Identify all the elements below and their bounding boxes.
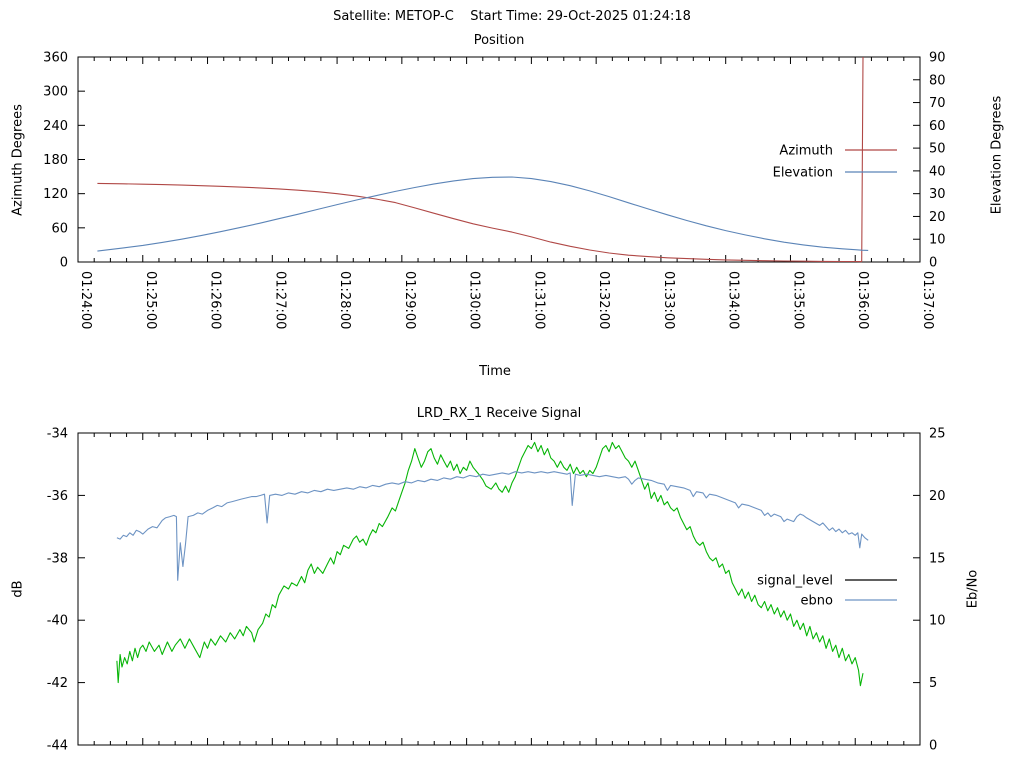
plot-border <box>77 432 921 746</box>
y2-tick-label: 50 <box>929 142 946 157</box>
y2-tick-label: 90 <box>929 51 946 66</box>
y2-tick-label: 70 <box>929 96 946 111</box>
x-tick-label: 01:30:00 <box>467 271 482 329</box>
y2-tick-label: 5 <box>929 676 937 691</box>
y2-tick-label: 40 <box>929 164 946 179</box>
y-tick-label: -42 <box>47 676 68 691</box>
signal-chart-title: LRD_RX_1 Receive Signal <box>416 406 582 421</box>
y2-tick-label: 20 <box>929 489 946 504</box>
legend-label: Azimuth <box>779 144 833 159</box>
y2-tick-label: 10 <box>929 614 946 629</box>
x-tick-label: 01:36:00 <box>855 271 870 329</box>
legend-label: signal_level <box>757 574 833 589</box>
azimuth-line <box>97 56 864 263</box>
y-tick-label: -38 <box>47 551 68 566</box>
y2-tick-label: 0 <box>929 256 937 271</box>
legend-label: Elevation <box>773 166 833 181</box>
y-tick-label: 240 <box>43 119 68 134</box>
y2-tick-label: 60 <box>929 119 946 134</box>
position-chart-title: Position <box>473 33 525 48</box>
position-chart: 0 60 120 180 240 300 360 0 10 20 30 40 50 60 70 80 90 01:… <box>43 51 945 330</box>
elevation-line <box>97 176 869 252</box>
x-tick-label: 01:27:00 <box>272 271 287 329</box>
x-tick-label: 01:33:00 <box>661 271 676 329</box>
y-tick-label: -44 <box>47 739 68 754</box>
y-tick-label: 0 <box>60 256 68 271</box>
x-tick-label: 01:25:00 <box>143 271 158 329</box>
x-tick-label: 01:35:00 <box>790 271 805 329</box>
y-tick-label: 300 <box>43 85 68 100</box>
y-tick-label: 180 <box>43 153 68 168</box>
y2-tick-label: 25 <box>929 427 946 442</box>
x-tick-label: 01:37:00 <box>920 271 935 329</box>
x-tick-label: 01:34:00 <box>726 271 741 329</box>
y-tick-label: 120 <box>43 187 68 202</box>
ebno-line <box>116 471 869 581</box>
x-tick-label: 01:32:00 <box>596 271 611 329</box>
x-tick-label: 01:26:00 <box>208 271 223 329</box>
y-tick-label: -34 <box>47 427 68 442</box>
y2-tick-label: 10 <box>929 233 946 248</box>
y2-tick-label: 0 <box>929 739 937 754</box>
y-tick-label: -36 <box>47 489 68 504</box>
y-tick-label: -40 <box>47 614 68 629</box>
y2-tick-label: 30 <box>929 187 946 202</box>
y2-tick-label: 80 <box>929 73 946 88</box>
legend-label: ebno <box>801 594 833 609</box>
plot-border <box>77 56 921 263</box>
x-tick-label: 01:24:00 <box>78 271 93 329</box>
y2-tick-label: 15 <box>929 551 946 566</box>
y-tick-label: 360 <box>43 51 68 66</box>
page-title: Satellite: METOP-C Start Time: 29-Oct-20… <box>333 9 691 24</box>
receive-signal-chart: -44 -42 -40 -38 -36 -34 0 5 10 15 20 25 signal_level… <box>47 427 946 754</box>
x-tick-label: 01:28:00 <box>337 271 352 329</box>
time-axis-label: Time <box>479 364 511 379</box>
x-tick-label: 01:29:00 <box>402 271 417 329</box>
y2-tick-label: 20 <box>929 210 946 225</box>
x-tick-label: 01:31:00 <box>531 271 546 329</box>
signal-level-line <box>116 441 864 687</box>
y-tick-label: 60 <box>51 221 68 236</box>
